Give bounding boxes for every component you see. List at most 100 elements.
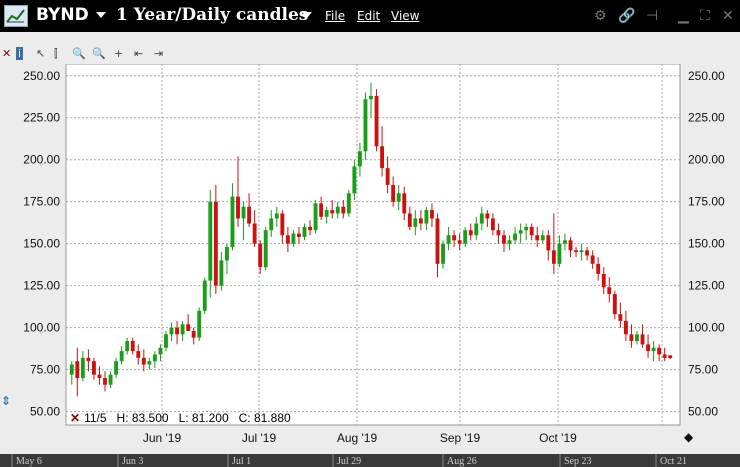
candle-body: [635, 334, 639, 342]
zoom-in-icon[interactable]: 🔍: [72, 47, 86, 60]
menu-view[interactable]: View: [391, 9, 420, 23]
candle-body: [474, 223, 479, 236]
bar-style-icon[interactable]: ⫿: [54, 47, 58, 60]
y-tick-label-left: 100.00: [23, 321, 60, 335]
candle-body: [452, 235, 457, 241]
candle-body: [247, 206, 252, 224]
candle-body: [513, 233, 518, 241]
candle-body: [236, 196, 240, 219]
close-panel-icon[interactable]: ✕: [2, 47, 12, 60]
candle-body: [280, 213, 285, 236]
candle-body: [330, 210, 335, 214]
link-icon[interactable]: 🔗: [618, 8, 636, 24]
candle-body: [424, 210, 429, 224]
candle-body: [346, 193, 351, 214]
candlestick-chart[interactable]: 250.00 250.00 225.00 225.00 200.00 200.00 175.…: [0, 64, 740, 467]
timeline-scrollbar: [0, 454, 740, 467]
candle-body: [579, 250, 584, 253]
candle-body: [258, 243, 263, 268]
scroll-left-icon[interactable]: ⇤: [134, 47, 144, 60]
candle-body: [618, 314, 623, 321]
timeline-label: Aug 26: [447, 456, 477, 467]
candle-body: [97, 374, 102, 378]
minimize-icon[interactable]: ▁: [678, 8, 689, 24]
candle-body: [269, 218, 274, 231]
candle-body: [435, 218, 440, 264]
settings-gear-icon[interactable]: ⚙: [594, 8, 607, 24]
symbol-dropdown-icon[interactable]: [96, 12, 106, 18]
info-low: L: 81.200: [178, 411, 229, 425]
pin-icon[interactable]: ⊣: [646, 8, 659, 24]
candle-body: [75, 361, 80, 378]
candle-body: [152, 354, 157, 362]
candle-body: [119, 351, 124, 362]
menu-file[interactable]: File: [325, 9, 346, 23]
candle-body: [80, 357, 85, 378]
chart-area[interactable]: 250.00 250.00 225.00 225.00 200.00 200.00 175.…: [0, 64, 740, 467]
y-tick-label-right: 225.00: [688, 111, 725, 125]
title-bar: BYND 1 Year/Daily candles File Edit View…: [0, 0, 740, 32]
candle-body: [103, 377, 107, 385]
candle-body: [313, 203, 318, 231]
candle-body: [341, 206, 346, 214]
y-tick-label-right: 250.00: [688, 69, 725, 83]
candle-body: [114, 361, 119, 375]
candle-body: [130, 341, 135, 352]
candle-body: [86, 357, 91, 362]
timeline-label: Sep 23: [564, 456, 592, 467]
timeline-label: Jul 29: [337, 456, 361, 467]
candle-body: [457, 240, 462, 244]
candle-body: [319, 203, 324, 217]
scroll-up-down-icon[interactable]: ⇕: [1, 394, 12, 408]
candle-body: [468, 230, 473, 236]
candle-body: [574, 250, 578, 253]
chart-title[interactable]: 1 Year/Daily candles: [116, 5, 309, 25]
zoom-out-icon[interactable]: 🔍: [92, 47, 106, 60]
cursor-icon[interactable]: ↖: [36, 47, 46, 60]
candle-body: [396, 193, 401, 202]
chart-period-dropdown-icon[interactable]: [302, 12, 312, 18]
candle-body: [446, 235, 451, 244]
candle-body: [402, 193, 407, 214]
candle-body: [169, 327, 174, 335]
info-icon[interactable]: i: [16, 47, 24, 60]
candle-body: [363, 99, 368, 152]
y-tick-label-left: 50.00: [30, 405, 60, 419]
candle-body: [380, 146, 385, 169]
maximize-icon[interactable]: ⛶: [700, 8, 710, 24]
candle-body: [158, 347, 163, 355]
x-tick-label: Sep '19: [440, 431, 481, 445]
candle-body: [219, 260, 224, 286]
candle-body: [164, 334, 168, 348]
candle-body: [430, 210, 434, 219]
info-date: 11/5: [84, 411, 107, 425]
y-tick-label-right: 125.00: [688, 279, 725, 293]
candle-body: [136, 351, 141, 358]
candle-body: [502, 235, 506, 244]
candle-body: [646, 344, 651, 352]
scroll-right-icon[interactable]: ⇥: [154, 47, 164, 60]
chart-toolbar: ✕ i ↖ ⫿ 🔍 🔍 + ⇤ ⇥: [0, 44, 740, 66]
close-icon[interactable]: ✕: [722, 8, 734, 24]
candle-body: [524, 226, 529, 231]
crosshair-icon[interactable]: +: [114, 47, 124, 60]
candle-body: [230, 196, 235, 248]
candle-body: [479, 213, 484, 224]
candle-body: [291, 233, 296, 244]
candle-body: [369, 95, 373, 100]
info-high: H: 83.500: [116, 411, 169, 425]
menu-edit[interactable]: Edit: [357, 9, 381, 23]
candle-body: [213, 201, 218, 286]
y-tick-label-left: 75.00: [30, 363, 60, 377]
candle-body: [391, 184, 396, 202]
candle-body: [335, 206, 340, 214]
candle-body: [274, 213, 279, 219]
candle-body: [147, 361, 152, 365]
timeline-label: Jun 3: [122, 456, 143, 467]
candle-body: [612, 294, 617, 315]
candle-body: [585, 250, 590, 256]
candle-body: [507, 240, 512, 244]
candle-body: [535, 235, 540, 241]
symbol-label[interactable]: BYND: [36, 5, 89, 25]
info-close-icon[interactable]: ✕: [70, 411, 81, 425]
